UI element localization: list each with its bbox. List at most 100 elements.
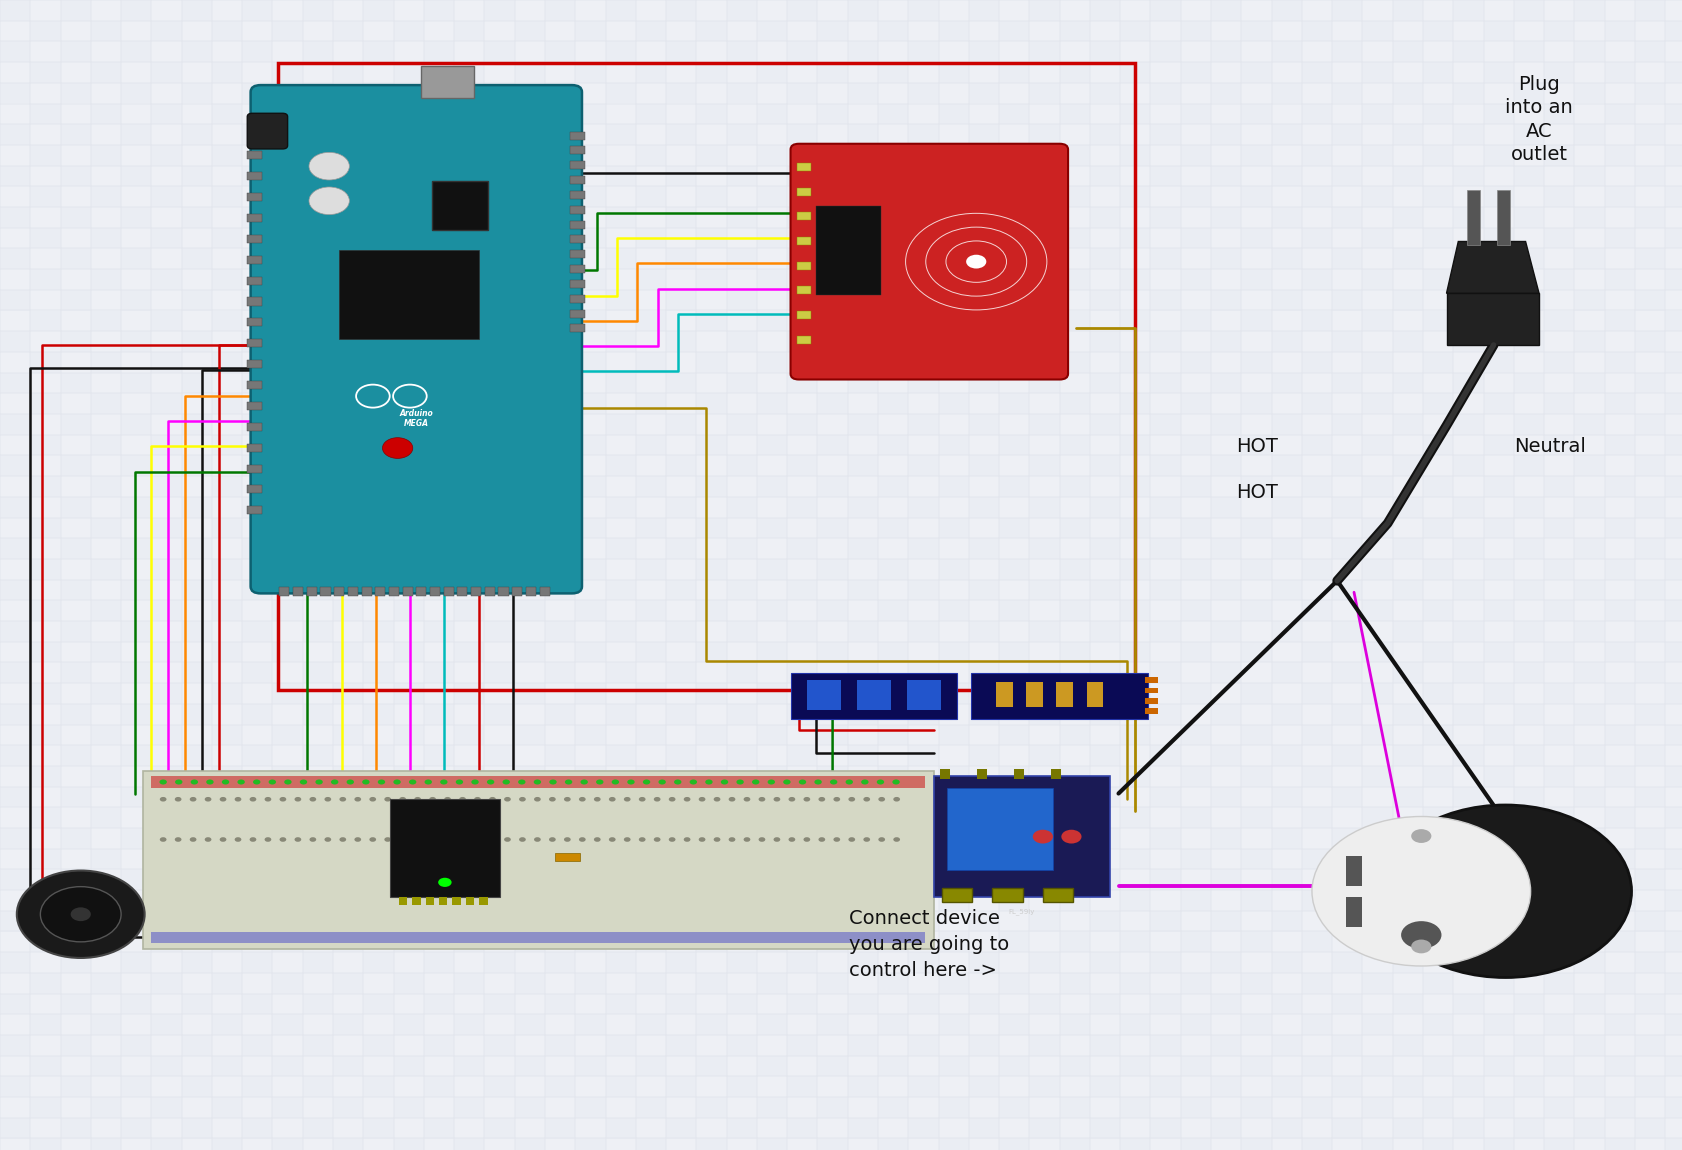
Bar [1574,952,1605,973]
Circle shape [520,797,526,802]
Bar [182,41,212,62]
Bar [999,807,1029,828]
Bar [727,207,757,228]
Bar [1453,538,1484,559]
Bar [515,310,545,331]
Bar [969,952,999,973]
Bar [570,191,585,199]
Bar [1453,704,1484,724]
Bar [1211,952,1241,973]
Bar [1484,1138,1514,1150]
Bar [454,393,484,414]
Bar [1302,145,1332,166]
Circle shape [17,871,145,958]
Bar [247,381,262,389]
Bar [1393,994,1423,1014]
Bar [999,766,1029,787]
Bar [1332,414,1362,435]
Bar [575,145,606,166]
Bar [121,414,151,435]
Bar [817,21,848,41]
Bar [1241,1056,1272,1076]
Bar [333,476,363,497]
Circle shape [752,780,759,784]
Circle shape [563,837,570,842]
Bar [787,373,817,393]
Bar [999,352,1029,373]
Bar [182,166,212,186]
Bar [0,124,30,145]
Bar [1120,642,1150,662]
Bar [454,310,484,331]
Bar [848,0,878,21]
Circle shape [355,837,362,842]
Bar [1635,0,1665,21]
Bar [939,228,969,248]
Bar [1060,228,1090,248]
Bar [1029,414,1060,435]
Bar [1635,166,1665,186]
Bar [484,166,515,186]
Bar [303,580,333,600]
Bar [247,485,262,493]
Bar [1393,828,1423,849]
Bar [575,559,606,580]
Bar [1090,621,1120,642]
Bar [1302,310,1332,331]
Circle shape [654,797,661,802]
Bar [969,704,999,724]
Bar [30,310,61,331]
Bar [797,286,811,294]
Bar [606,207,636,228]
Bar [61,331,91,352]
Bar [1393,83,1423,104]
Bar [939,476,969,497]
Bar [797,310,811,319]
Bar [1029,0,1060,21]
Bar [1029,1076,1060,1097]
Bar [1605,104,1635,124]
Circle shape [444,837,451,842]
Bar [797,261,811,269]
Circle shape [505,837,511,842]
Bar [1605,228,1635,248]
Bar [1181,1056,1211,1076]
Bar [727,331,757,352]
Bar [1544,310,1574,331]
Bar [272,1097,303,1118]
Bar [182,1035,212,1056]
Bar [151,1097,182,1118]
Bar [242,828,272,849]
Bar [1120,62,1150,83]
Bar [91,352,121,373]
Bar [575,600,606,621]
Bar [121,787,151,807]
Bar [182,621,212,642]
Bar [303,538,333,559]
Bar [1665,932,1682,952]
Bar [606,248,636,269]
Bar [394,683,424,704]
Bar [363,373,394,393]
Bar [0,248,30,269]
Bar [1544,1056,1574,1076]
Circle shape [759,837,765,842]
Circle shape [829,780,838,784]
Bar [1060,518,1090,538]
Bar [606,580,636,600]
Bar [999,393,1029,414]
Bar [1090,290,1120,310]
Bar [61,662,91,683]
Circle shape [612,780,619,784]
Bar [848,373,878,393]
Bar [1060,642,1090,662]
Bar [479,897,488,905]
Bar [1635,869,1665,890]
Circle shape [893,797,900,802]
Bar [515,890,545,911]
Bar [1423,393,1453,414]
Bar [1029,580,1060,600]
Bar [636,683,666,704]
Bar [848,1035,878,1056]
Circle shape [234,797,242,802]
